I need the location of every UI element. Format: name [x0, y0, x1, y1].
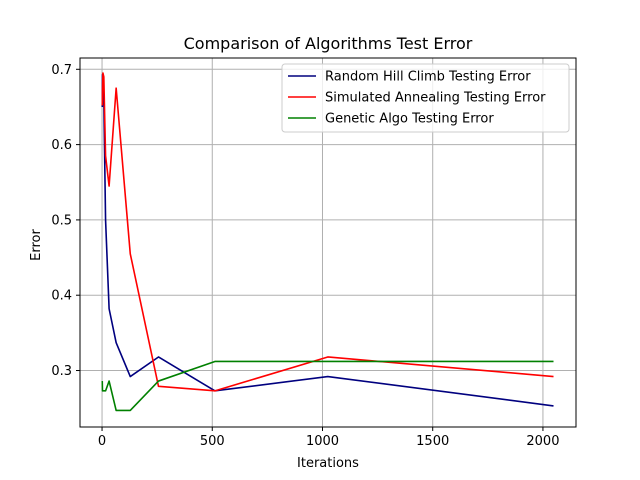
series-lines	[101, 72, 554, 412]
legend-items: Random Hill Climb Testing Error Simulated…	[288, 70, 546, 127]
legend-label-2: Simulated Annealing Testing Error	[325, 91, 546, 106]
y-tick-label: 0.7	[51, 63, 72, 78]
y-tick-label: 0.3	[51, 364, 72, 379]
y-tick-label: 0.4	[51, 289, 72, 304]
series-line-3	[101, 360, 554, 412]
series-line-2	[101, 72, 554, 392]
y-tick-label: 0.5	[51, 213, 72, 228]
legend: Random Hill Climb Testing Error Simulated…	[281, 63, 570, 133]
x-tick-label: 2000	[526, 434, 559, 449]
x-axis-label: Iterations	[297, 456, 359, 471]
x-tick-label: 0	[98, 434, 106, 449]
legend-label-3: Genetic Algo Testing Error	[325, 112, 494, 127]
y-axis-label: Error	[29, 229, 44, 261]
x-tick-label: 1000	[306, 434, 339, 449]
x-tick-label: 1500	[416, 434, 449, 449]
x-tick-label: 500	[200, 434, 225, 449]
ticks: 0 500 1000 1500 2000 0.3 0.4 0.5 0.6 0.7	[51, 63, 559, 449]
y-tick-label: 0.6	[51, 138, 72, 153]
legend-box	[281, 63, 570, 133]
legend-label-1: Random Hill Climb Testing Error	[325, 70, 531, 85]
chart-title: Comparison of Algorithms Test Error	[184, 34, 473, 53]
axes-frame	[79, 57, 577, 428]
